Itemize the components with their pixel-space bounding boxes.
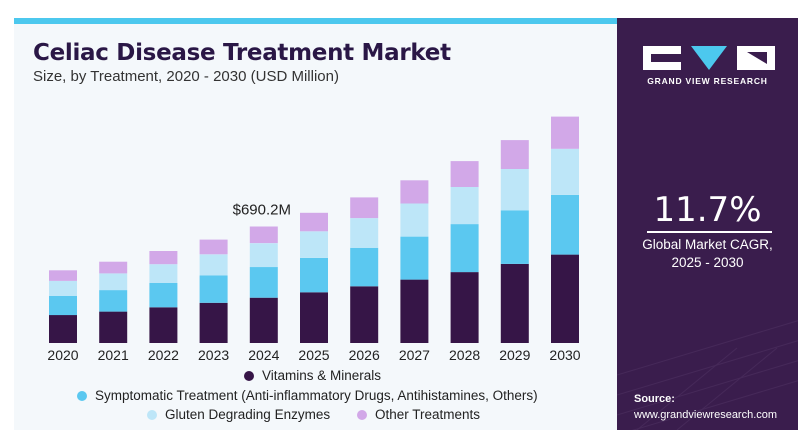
bar-segment-2028-s0 <box>450 272 479 343</box>
bar-segment-2021-s1 <box>99 290 128 312</box>
brand-panel: GRAND VIEW RESEARCH 11.7% Global Market … <box>617 18 798 430</box>
bar-segment-2030-s0 <box>551 254 579 343</box>
chart-subtitle: Size, by Treatment, 2020 - 2030 (USD Mil… <box>33 68 339 85</box>
bar-segment-2029-s3 <box>500 140 529 169</box>
bar-segment-2028-s2 <box>450 187 479 225</box>
bar-segment-2030-s1 <box>551 194 579 255</box>
bar-segment-2026-s0 <box>350 286 379 343</box>
bar-segment-2030-s3 <box>551 116 579 149</box>
bar-segment-2026-s1 <box>350 247 379 287</box>
bar-segment-2024-s1 <box>249 267 278 298</box>
cagr-label: Global Market CAGR, 2025 - 2030 <box>627 236 788 272</box>
x-tick-label-2020: 2020 <box>47 347 78 363</box>
bar-segment-2029-s2 <box>500 169 529 211</box>
source-title: Source: <box>634 393 675 405</box>
bar-segment-2024-s3 <box>249 226 278 244</box>
accent-bar <box>14 18 617 24</box>
bar-segment-2023-s0 <box>199 302 228 343</box>
x-tick-label-2029: 2029 <box>499 347 530 363</box>
bar-segment-2025-s1 <box>300 257 328 293</box>
bar-segment-2024-s2 <box>249 243 278 268</box>
bar-segment-2024-s0 <box>249 297 278 343</box>
brand-name: GRAND VIEW RESEARCH <box>647 76 768 86</box>
bar-segment-2022-s1 <box>149 283 178 308</box>
bar-segment-2023-s3 <box>199 239 228 255</box>
legend-item-other: Other Treatments <box>357 407 480 422</box>
cagr-value: 11.7% <box>653 190 762 230</box>
bar-segment-2027-s1 <box>400 236 429 280</box>
chart-title: Celiac Disease Treatment Market <box>33 40 451 66</box>
panel-decoration <box>617 320 798 430</box>
bar-segment-2028-s1 <box>450 224 479 273</box>
x-tick-label-2024: 2024 <box>248 347 279 363</box>
source-link[interactable]: www.grandviewresearch.com <box>634 409 778 421</box>
bar-segment-2027-s2 <box>400 203 429 237</box>
bar-segment-2028-s3 <box>450 161 479 187</box>
x-tick-label-2023: 2023 <box>198 347 229 363</box>
bar-segment-2029-s0 <box>500 263 529 343</box>
x-tick-label-2022: 2022 <box>148 347 179 363</box>
legend-swatch <box>77 390 87 401</box>
legend-swatch <box>147 409 157 420</box>
bar-segment-2020-s1 <box>49 296 77 316</box>
cagr-label-line1: Global Market CAGR, <box>642 237 773 252</box>
bar-segment-2022-s3 <box>149 251 178 265</box>
x-tick-label-2025: 2025 <box>298 347 329 363</box>
bar-segment-2021-s2 <box>99 273 128 291</box>
x-tick-label-2030: 2030 <box>549 347 580 363</box>
stacked-bar-chart: 2020 2021 2022 2023 $690.2M 2024 2025 2026 2027 2… <box>47 116 581 363</box>
legend-item-gluten: Gluten Degrading Enzymes <box>147 407 330 422</box>
bar-segment-2026-s3 <box>350 197 379 219</box>
bar-segment-2025-s0 <box>300 292 328 343</box>
x-tick-label-2026: 2026 <box>349 347 380 363</box>
cagr-divider <box>647 231 772 233</box>
x-tick-label-2027: 2027 <box>399 347 430 363</box>
bar-segment-2027-s0 <box>400 279 429 343</box>
legend-item-vitamins: Vitamins & Minerals <box>244 368 381 383</box>
legend-label: Gluten Degrading Enzymes <box>165 407 331 422</box>
cagr-label-line2: 2025 - 2030 <box>671 255 744 270</box>
legend-item-symptomatic: Symptomatic Treatment (Anti-inflammatory… <box>77 388 538 403</box>
bar-segment-2021-s3 <box>99 261 128 274</box>
x-tick-label-2021: 2021 <box>98 347 129 363</box>
bar-segment-2023-s2 <box>199 254 228 276</box>
bar-segment-2022-s2 <box>149 264 178 283</box>
bar-segment-2026-s2 <box>350 218 379 248</box>
x-tick-label-2028: 2028 <box>449 347 480 363</box>
bar-segment-2029-s1 <box>500 210 529 264</box>
bar-segment-2020-s2 <box>49 281 77 296</box>
legend-label: Vitamins & Minerals <box>262 368 382 383</box>
bar-segment-2025-s3 <box>300 212 328 232</box>
annotation-label: $690.2M <box>233 202 291 219</box>
bar-segment-2020-s0 <box>49 315 77 343</box>
bar-segment-2021-s0 <box>99 311 128 343</box>
bar-segment-2030-s2 <box>551 148 579 195</box>
bar-segment-2020-s3 <box>49 270 77 281</box>
legend-swatch <box>357 409 367 420</box>
legend-swatch <box>244 370 254 381</box>
bar-segment-2022-s0 <box>149 307 178 343</box>
bar-segment-2027-s3 <box>400 180 429 204</box>
bar-segment-2023-s1 <box>199 275 228 303</box>
bar-segment-2025-s2 <box>300 231 328 258</box>
legend-label: Symptomatic Treatment (Anti-inflammatory… <box>95 388 538 403</box>
legend-label: Other Treatments <box>375 407 481 422</box>
grand-view-research-logo <box>643 46 775 70</box>
